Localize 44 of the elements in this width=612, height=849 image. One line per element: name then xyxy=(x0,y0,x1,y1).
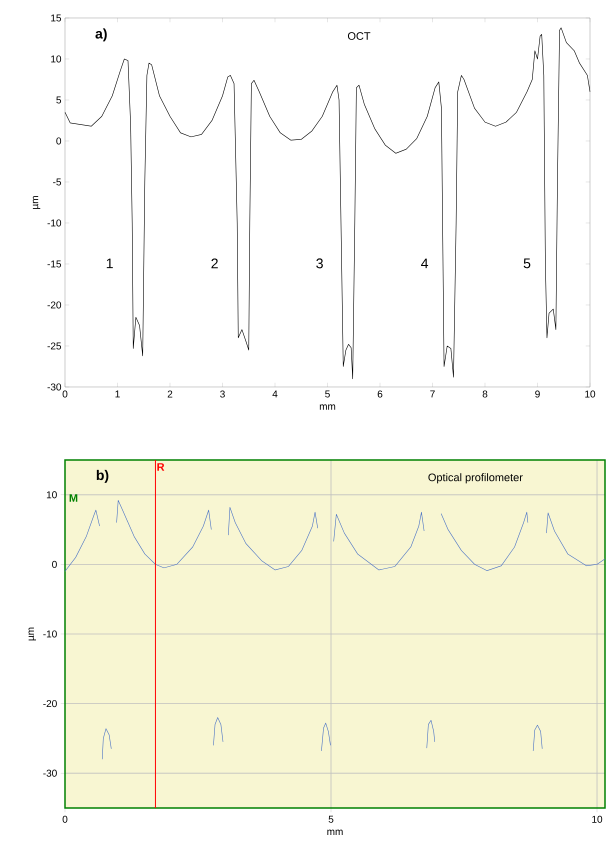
x-tick-label: 7 xyxy=(430,390,435,398)
y-tick-label: -10 xyxy=(48,219,62,227)
text: OCT xyxy=(348,32,370,40)
y-tick-label: 10 xyxy=(46,491,57,498)
y-tick-label: 0 xyxy=(52,560,57,568)
x-tick-label: 10 xyxy=(592,816,602,823)
y-tick-label: -25 xyxy=(48,342,62,350)
y-tick-label: 5 xyxy=(56,96,62,104)
y-axis-title: µm xyxy=(28,628,36,640)
x-tick-label: 0 xyxy=(62,390,68,398)
annotation: 4 xyxy=(421,258,428,268)
annotation: 3 xyxy=(316,258,323,268)
x-tick-label: 3 xyxy=(220,390,225,398)
x-tick-label: 1 xyxy=(115,390,120,398)
text: Optical profilometer xyxy=(428,473,523,484)
annotation: 2 xyxy=(211,258,218,268)
y-tick-label: -5 xyxy=(53,178,62,186)
y-tick-label: -30 xyxy=(43,770,57,777)
y-tick-label: -15 xyxy=(48,260,62,268)
y-tick-label: 0 xyxy=(56,137,62,145)
x-tick-label: 5 xyxy=(328,816,334,823)
x-axis-title: mm xyxy=(320,404,336,410)
y-tick-label: -20 xyxy=(43,700,57,708)
ref-line-label: R xyxy=(157,463,164,471)
y-tick-label: -10 xyxy=(43,630,57,638)
y-tick-label: 15 xyxy=(51,14,62,22)
x-axis-title: mm xyxy=(327,830,343,836)
y-tick-label: -20 xyxy=(48,301,62,309)
annotation: b) xyxy=(96,470,108,483)
x-tick-label: 6 xyxy=(378,390,382,398)
x-tick-label: 5 xyxy=(325,390,330,398)
annotation: 1 xyxy=(106,258,113,268)
x-tick-label: 8 xyxy=(482,390,488,398)
annotation: M xyxy=(70,494,78,502)
annotation: 5 xyxy=(524,258,530,268)
y-axis-title: µm xyxy=(32,196,40,209)
annotation: a) xyxy=(95,28,107,42)
x-tick-label: 2 xyxy=(168,390,172,398)
x-tick-label: 9 xyxy=(535,390,540,398)
x-tick-label: 10 xyxy=(585,390,596,398)
y-tick-label: 10 xyxy=(51,55,62,63)
x-tick-label: 0 xyxy=(62,816,68,823)
x-tick-label: 4 xyxy=(272,390,278,398)
y-tick-label: -30 xyxy=(48,383,62,391)
